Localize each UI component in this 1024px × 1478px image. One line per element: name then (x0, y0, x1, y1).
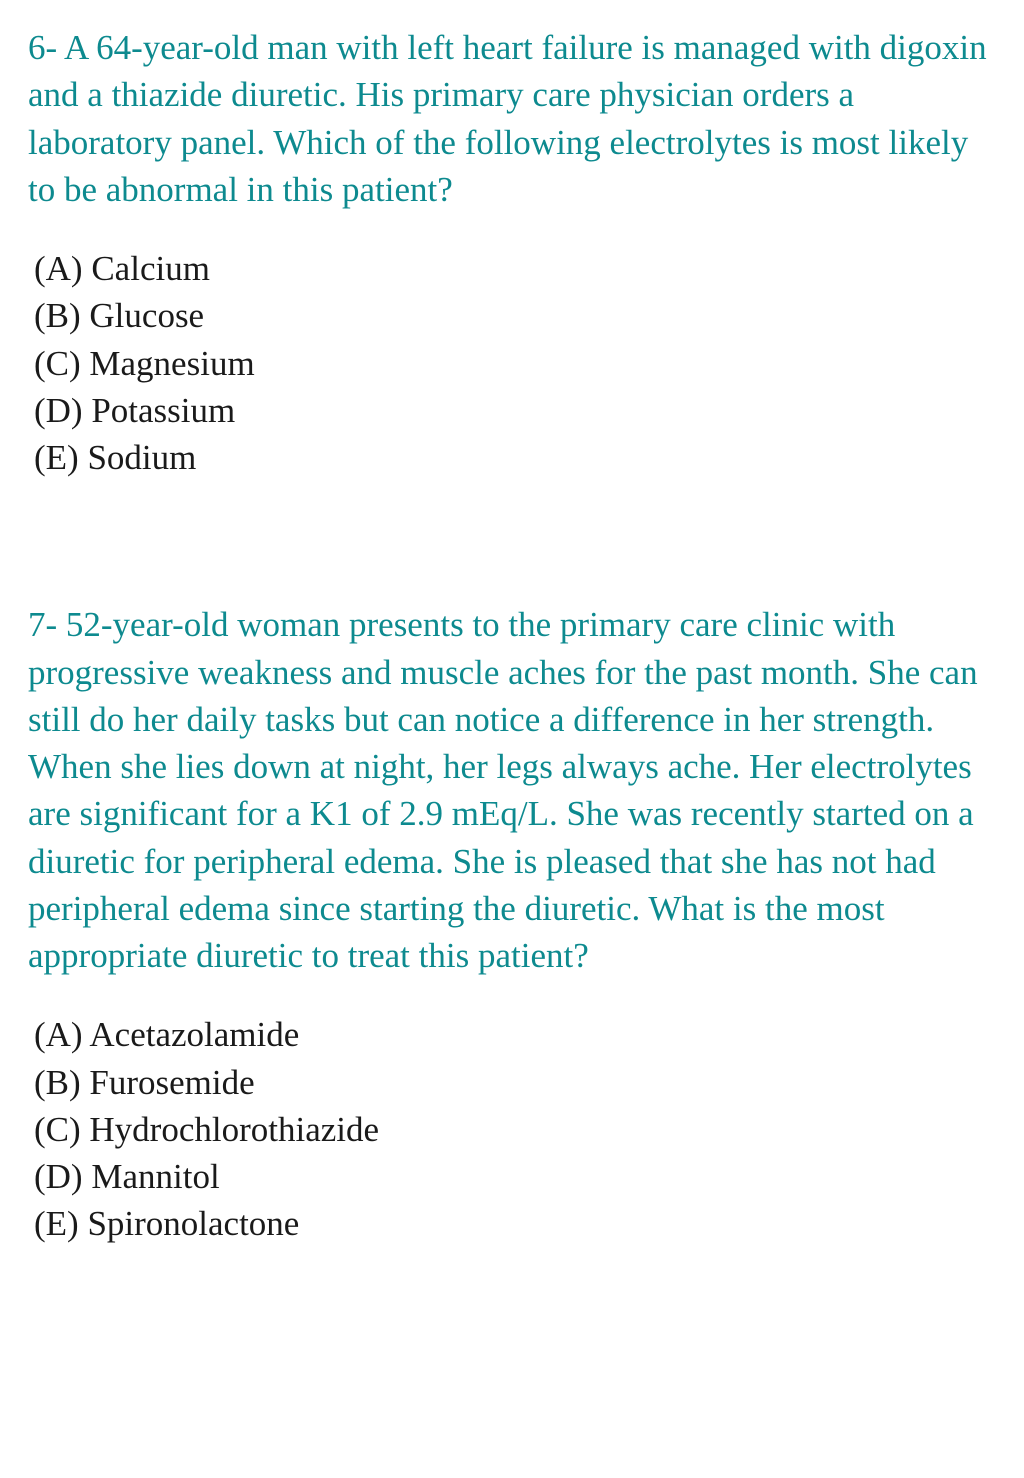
option-7a: (A) Acetazolamide (34, 1011, 996, 1058)
option-7c: (C) Hydrochlorothiazide (34, 1106, 996, 1153)
question-6-options: (A) Calcium (B) Glucose (C) Magnesium (D… (28, 245, 996, 481)
question-7-text: 7- 52-year-old woman presents to the pri… (28, 601, 996, 979)
question-6-text: 6- A 64-year-old man with left heart fai… (28, 24, 996, 213)
option-7b: (B) Furosemide (34, 1059, 996, 1106)
option-6a: (A) Calcium (34, 245, 996, 292)
option-6d: (D) Potassium (34, 387, 996, 434)
question-7-block: 7- 52-year-old woman presents to the pri… (28, 601, 996, 1247)
option-6e: (E) Sodium (34, 434, 996, 481)
option-7d: (D) Mannitol (34, 1153, 996, 1200)
question-6-number: 6- (28, 28, 57, 67)
question-7-options: (A) Acetazolamide (B) Furosemide (C) Hyd… (28, 1011, 996, 1247)
option-7e: (E) Spironolactone (34, 1200, 996, 1247)
question-6-body: A 64-year-old man with left heart failur… (28, 28, 987, 209)
question-6-block: 6- A 64-year-old man with left heart fai… (28, 24, 996, 481)
option-6b: (B) Glucose (34, 292, 996, 339)
question-7-body: 52-year-old woman presents to the primar… (28, 605, 978, 975)
option-6c: (C) Magnesium (34, 340, 996, 387)
question-7-number: 7- (28, 605, 57, 644)
